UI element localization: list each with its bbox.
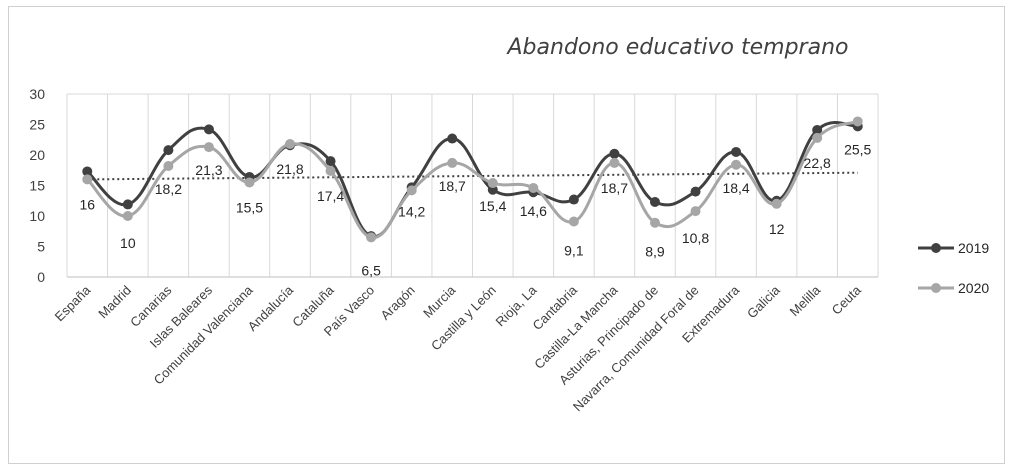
data-point-2019 [447, 133, 458, 144]
x-tick-label: Ceuta [829, 282, 865, 318]
data-label: 22,8 [804, 155, 831, 171]
y-tick-label: 15 [29, 178, 45, 194]
data-point-2019 [609, 148, 620, 159]
data-point-2019 [731, 146, 742, 157]
legend: 2019 2020 [918, 240, 989, 296]
data-label: 25,5 [844, 141, 871, 157]
data-point-2019 [568, 194, 579, 205]
data-point-2020 [852, 116, 863, 127]
data-point-2020 [447, 157, 458, 168]
y-tick-label: 10 [29, 208, 45, 224]
data-label: 16 [79, 196, 95, 212]
data-label: 12 [769, 221, 785, 237]
data-label: 10,8 [682, 230, 709, 246]
y-tick-label: 5 [37, 239, 45, 255]
data-point-2020 [366, 232, 377, 243]
x-tick-label: Andalucía [245, 282, 297, 334]
legend-swatch-marker [931, 243, 941, 253]
chart-frame [8, 6, 1005, 464]
x-tick-label: Murcia [420, 282, 459, 321]
data-label: 18,7 [439, 178, 466, 194]
data-point-2020 [325, 165, 336, 176]
data-point-2019 [122, 199, 133, 210]
data-point-2020 [82, 174, 93, 185]
data-labels: 16 10 18,2 21,3 15,5 21,8 17,4 6,5 14,2 18,7 15,4 1… [79, 141, 871, 278]
trendline [87, 171, 858, 181]
data-point-2020 [649, 217, 660, 228]
data-point-2020 [528, 182, 539, 193]
data-label: 21,3 [195, 162, 222, 178]
data-point-2020 [487, 178, 498, 189]
data-point-2019 [325, 156, 336, 167]
data-point-2020 [812, 132, 823, 143]
y-tick-label: 20 [29, 147, 45, 163]
data-label: 6,5 [361, 262, 381, 278]
legend-swatch-marker [931, 283, 941, 293]
data-label: 9,1 [564, 242, 584, 258]
data-point-2020 [203, 142, 214, 153]
data-point-2019 [690, 186, 701, 197]
data-point-2020 [690, 206, 701, 217]
data-label: 14,6 [520, 203, 547, 219]
data-label: 17,4 [317, 188, 344, 204]
y-tick-label: 25 [29, 117, 45, 133]
data-point-2020 [163, 160, 174, 171]
data-point-2020 [285, 139, 296, 150]
data-label: 15,4 [479, 198, 506, 214]
data-point-2020 [122, 211, 133, 221]
data-label: 18,2 [155, 181, 182, 197]
legend-label: 2019 [958, 240, 989, 256]
data-label: 21,8 [276, 161, 303, 177]
chart-title: Abandono educativo temprano [506, 35, 849, 60]
data-label: 15,5 [236, 199, 263, 215]
data-point-2019 [812, 124, 823, 135]
x-tick-label: Galicia [744, 282, 783, 321]
y-tick-label: 0 [37, 269, 45, 285]
data-point-2019 [163, 145, 174, 156]
data-point-2019 [82, 166, 93, 177]
legend-label: 2020 [958, 280, 989, 296]
data-label: 18,7 [601, 180, 628, 196]
x-tick-label: Aragón [378, 283, 418, 323]
data-label: 14,2 [398, 203, 425, 219]
y-tick-label: 30 [29, 86, 45, 102]
data-point-2020 [568, 216, 579, 227]
data-point-2020 [406, 185, 417, 196]
x-tick-label: España [52, 282, 94, 324]
data-label: 10 [120, 235, 136, 251]
grid [66, 93, 879, 277]
data-label: 8,9 [645, 244, 665, 260]
series-group [82, 116, 863, 243]
data-label: 18,4 [722, 180, 749, 196]
data-point-2020 [609, 157, 620, 168]
x-tick-label: Madrid [95, 283, 134, 322]
data-point-2019 [649, 196, 660, 207]
data-point-2020 [731, 159, 742, 170]
data-point-2020 [771, 198, 782, 209]
data-point-2019 [203, 124, 214, 135]
x-tick-label: Melilla [787, 282, 824, 319]
trendline-path [87, 171, 858, 181]
data-point-2020 [244, 177, 255, 188]
